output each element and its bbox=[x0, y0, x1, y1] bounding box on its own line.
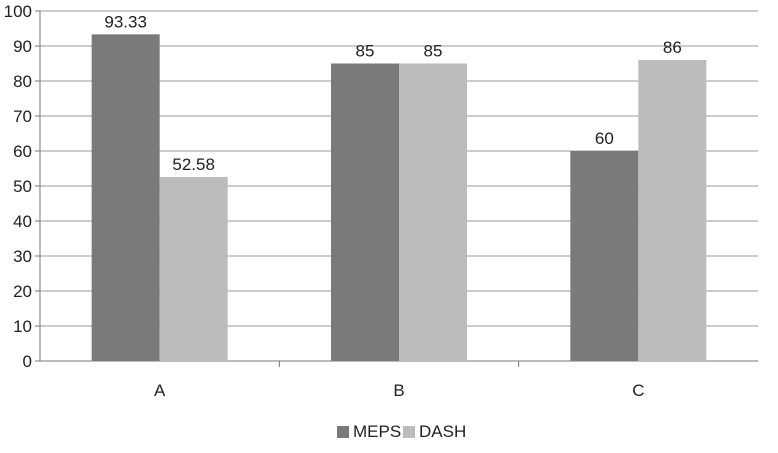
y-tick-label: 50 bbox=[13, 177, 32, 196]
y-tick-label: 10 bbox=[13, 317, 32, 336]
data-label-dash-b: 85 bbox=[424, 42, 443, 61]
bar-dash-b bbox=[399, 63, 467, 361]
data-label-meps-b: 85 bbox=[356, 42, 375, 61]
legend: MEPS DASH bbox=[337, 422, 466, 441]
y-tick-label: 100 bbox=[4, 2, 32, 21]
data-label-dash-c: 86 bbox=[663, 38, 682, 57]
y-tick-label: 20 bbox=[13, 282, 32, 301]
y-tick-label: 0 bbox=[23, 352, 32, 371]
x-tick-label-b: B bbox=[393, 381, 404, 400]
bar-meps-b bbox=[331, 63, 399, 361]
x-tick-label-a: A bbox=[154, 381, 166, 400]
data-label-dash-a: 52.58 bbox=[172, 155, 215, 174]
y-tick-label: 30 bbox=[13, 247, 32, 266]
axes: 0 10 20 30 40 50 60 70 80 90 100 A B C bbox=[4, 2, 758, 400]
bar-meps-a bbox=[91, 34, 160, 361]
bar-dash-c bbox=[638, 60, 707, 361]
legend-label-meps: MEPS bbox=[353, 422, 401, 441]
data-label-meps-a: 93.33 bbox=[104, 12, 147, 31]
data-labels: 93.33 52.58 85 85 60 86 bbox=[104, 12, 681, 174]
legend-swatch-dash bbox=[403, 426, 415, 438]
y-tick-label: 40 bbox=[13, 212, 32, 231]
bars bbox=[91, 34, 707, 361]
y-tick-label: 90 bbox=[13, 37, 32, 56]
y-tick-label: 80 bbox=[13, 72, 32, 91]
bar-meps-c bbox=[570, 151, 639, 361]
y-tick-label: 60 bbox=[13, 142, 32, 161]
x-tick-label-c: C bbox=[632, 381, 644, 400]
legend-swatch-meps bbox=[337, 426, 349, 438]
y-tick-label: 70 bbox=[13, 107, 32, 126]
bar-dash-a bbox=[159, 176, 228, 361]
data-label-meps-c: 60 bbox=[595, 129, 614, 148]
legend-label-dash: DASH bbox=[419, 422, 466, 441]
